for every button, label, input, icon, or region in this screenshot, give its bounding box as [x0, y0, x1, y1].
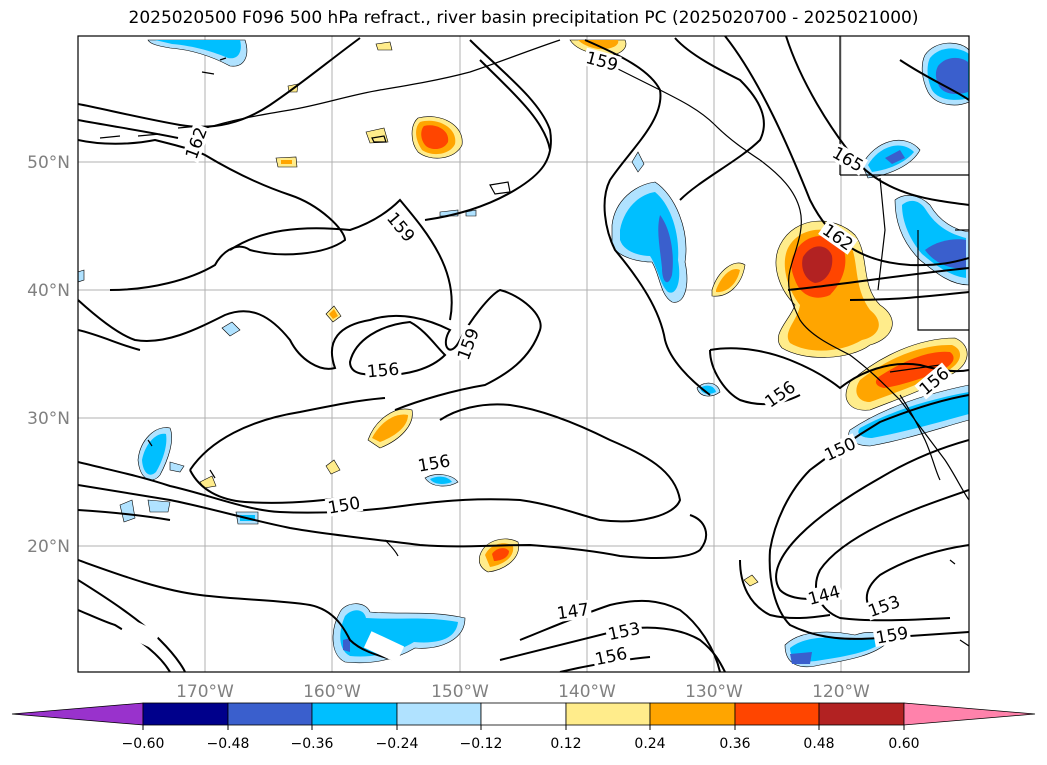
colorbar-bin	[734, 702, 820, 726]
colorbar-extend-high	[903, 702, 1036, 726]
map-area: 165 162 162 159 159 159 159 156 156 156 …	[78, 36, 969, 672]
colorbar-label: −0.36	[291, 736, 334, 752]
contour-label-159: 159	[874, 623, 909, 648]
lat-tick-30n: 30°N	[27, 409, 70, 429]
map-frame	[77, 35, 970, 673]
lat-tick-50n: 50°N	[27, 153, 70, 173]
contour-label-150: 144	[806, 582, 843, 610]
colorbar-label: 0.24	[634, 736, 665, 752]
colorbar-ticks	[142, 725, 905, 730]
coastlines	[99, 36, 969, 647]
contour-label-156: 153	[606, 619, 642, 645]
lon-tick-150w: 150°W	[431, 682, 489, 702]
colorbar-extend-low	[11, 702, 144, 726]
colorbar-label: 0.48	[803, 736, 834, 752]
contour-label-156: 156	[416, 451, 451, 476]
contour-label-156: 156	[366, 360, 400, 383]
colorbar-bin	[396, 702, 482, 726]
contour-162	[78, 37, 361, 128]
map-title: 2025020500 F096 500 hPa refract., river …	[128, 8, 919, 28]
contour-label-156: 153	[866, 592, 903, 622]
colorbar-labels: −0.60 −0.48 −0.36 −0.24 −0.12 0.12 0.24 …	[122, 736, 920, 752]
colorbar-label: −0.12	[460, 736, 503, 752]
contour-159	[78, 288, 542, 411]
latitude-ticks: 50°N 40°N 30°N 20°N	[27, 153, 70, 557]
lon-tick-140w: 140°W	[558, 682, 616, 702]
longitude-ticks: 170°W 160°W 150°W 140°W 130°W 120°W	[176, 682, 870, 702]
contour-label-150: 147	[556, 600, 591, 624]
colorbar-bin	[818, 702, 905, 726]
alaska-coast	[199, 39, 561, 131]
colorbar-label: −0.60	[122, 736, 165, 752]
lat-tick-20n: 20°N	[27, 537, 70, 557]
contour-156-east	[709, 347, 969, 390]
lon-tick-130w: 130°W	[685, 682, 743, 702]
lon-tick-170w: 170°W	[176, 682, 234, 702]
contour-144	[78, 609, 171, 672]
colorbar	[11, 702, 1036, 726]
colorbar-bin	[311, 702, 398, 726]
contour-label-159: 159	[454, 326, 484, 363]
colorbar-bin	[227, 702, 313, 726]
contour-label-153: 150	[326, 493, 361, 518]
colorbar-label: −0.24	[376, 736, 419, 752]
colorbar-bin	[480, 702, 567, 726]
colorbar-bin	[649, 702, 736, 726]
lon-tick-160w: 160°W	[303, 682, 361, 702]
colorbar-bin	[142, 702, 229, 726]
contour-labels: 165 162 162 159 159 159 159 156 156 156 …	[119, 47, 954, 670]
lon-tick-120w: 120°W	[812, 682, 870, 702]
colorbar-label: 0.36	[719, 736, 750, 752]
colorbar-label: −0.48	[207, 736, 250, 752]
colorbar-label: 0.60	[888, 736, 919, 752]
colorbar-bin	[565, 702, 651, 726]
north-america-coast	[759, 159, 969, 501]
colorbar-label: 0.12	[550, 736, 581, 752]
lat-tick-40n: 40°N	[27, 281, 70, 301]
contour-150	[519, 599, 721, 672]
contour-label-159: 156	[593, 644, 629, 670]
